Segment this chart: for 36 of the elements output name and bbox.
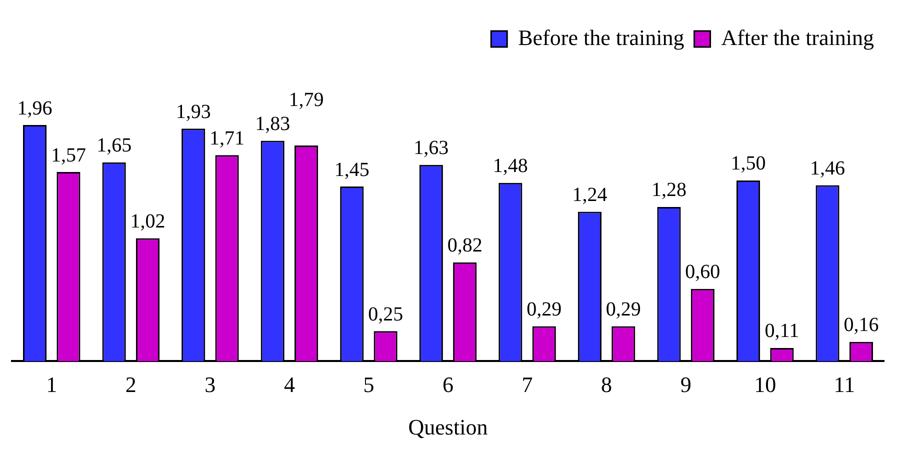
data-label: 1,48	[492, 155, 528, 178]
x-tick-label: 11	[834, 372, 855, 398]
x-tick-label: 10	[754, 372, 776, 398]
x-tick-label: 5	[363, 372, 374, 398]
data-label: 1,24	[572, 184, 608, 206]
x-tick-label: 1	[46, 372, 58, 398]
data-label: 1,83	[255, 112, 290, 135]
data-label: 0,29	[526, 298, 562, 321]
x-tick-label: 4	[284, 372, 295, 398]
x-tick-label: 8	[601, 372, 612, 398]
data-label: 1,63	[414, 137, 449, 160]
x-tick-label: 3	[204, 372, 216, 398]
x-tick-label: 6	[442, 372, 454, 398]
data-label: 1,50	[730, 152, 766, 175]
data-label: 1,96	[17, 97, 52, 120]
data-label: 0,25	[368, 303, 404, 326]
x-tick-label: 9	[680, 372, 692, 398]
data-label: 1,79	[288, 88, 324, 111]
data-label: 1,93	[176, 100, 211, 123]
data-label: 1,02	[130, 210, 166, 233]
data-label: 0,60	[685, 261, 720, 284]
data-label: 1,45	[334, 158, 370, 181]
legend-label: Before the training	[518, 24, 684, 50]
data-label: 1,65	[96, 134, 132, 157]
x-tick-label: 2	[125, 372, 136, 398]
x-axis-title: Question	[408, 414, 488, 440]
data-label: 0,29	[606, 298, 641, 321]
legend-label: After the training	[721, 24, 874, 50]
data-label: 0,16	[844, 314, 879, 336]
data-label: 1,28	[651, 179, 686, 202]
data-label: 0,11	[764, 320, 800, 342]
data-label: 1,71	[210, 127, 245, 150]
data-label: 0,82	[447, 234, 482, 257]
x-tick-label: 7	[522, 372, 533, 398]
data-label: 1,57	[50, 144, 86, 166]
data-label: 1,46	[810, 158, 846, 180]
